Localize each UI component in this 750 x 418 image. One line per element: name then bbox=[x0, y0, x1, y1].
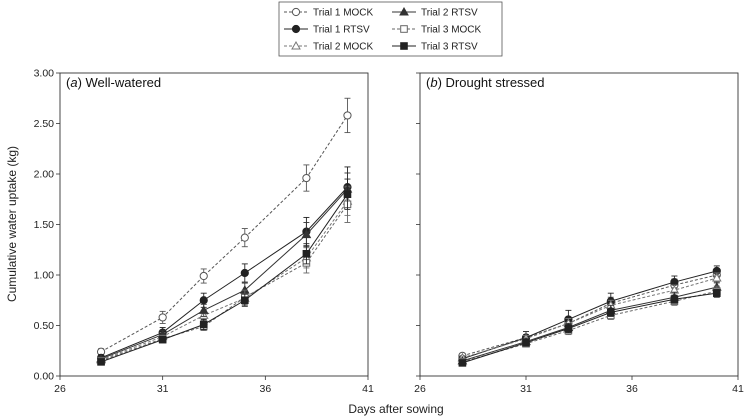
panel-title-text: ) Drought stressed bbox=[438, 75, 545, 90]
series-trial-1-mock bbox=[458, 269, 721, 360]
legend-box bbox=[278, 1, 503, 57]
y-tick-label: 1.00 bbox=[34, 270, 55, 282]
data-point bbox=[240, 268, 249, 278]
x-tick-label: 26 bbox=[54, 383, 66, 395]
legend-entry-trial-1-rtsv: Trial 1 RTSV bbox=[284, 25, 370, 36]
series-line bbox=[100, 186, 348, 359]
data-point bbox=[198, 305, 209, 314]
series-trial-2-mock bbox=[457, 272, 722, 362]
legend-entry-trial-3-rtsv: Trial 3 RTSV bbox=[392, 42, 478, 53]
y-tick-label: 3.00 bbox=[34, 68, 55, 80]
panel-title-letter: b bbox=[430, 75, 437, 90]
y-axis-title: Cumulative water uptake (kg) bbox=[5, 146, 19, 302]
panel-title-prefix: ( bbox=[426, 75, 431, 90]
legend-marker bbox=[400, 25, 408, 33]
plot-frame bbox=[59, 72, 369, 377]
panel-title-letter: a bbox=[70, 75, 77, 90]
data-point bbox=[199, 320, 208, 329]
data-point bbox=[522, 338, 530, 347]
legend-marker bbox=[291, 7, 301, 17]
data-point bbox=[158, 313, 167, 322]
panel-title: (a) Well-watered bbox=[66, 75, 161, 90]
data-point bbox=[240, 233, 249, 242]
legend-label: Trial 2 RTSV bbox=[421, 8, 478, 19]
legend-label: Trial 3 MOCK bbox=[421, 25, 482, 36]
data-point bbox=[458, 359, 467, 367]
legend-label: Trial 1 MOCK bbox=[313, 8, 374, 19]
legend: Trial 1 MOCK Trial 2 RTSV Trial 1 RTSV Tria… bbox=[278, 1, 503, 57]
x-tick-label: 36 bbox=[259, 383, 271, 395]
y-tick-label: 2.50 bbox=[34, 118, 55, 130]
plot-frame bbox=[419, 72, 739, 377]
series-trial-2-rtsv bbox=[96, 172, 353, 363]
panel-a: (a) Well-watered 26 31 36 41 0.00 0.50 1.00 1.50… bbox=[34, 68, 374, 396]
series-line bbox=[462, 277, 717, 359]
data-point bbox=[302, 173, 311, 183]
legend-entry-trial-3-mock: Trial 3 MOCK bbox=[392, 25, 482, 36]
legend-label: Trial 2 MOCK bbox=[313, 42, 374, 53]
series-line bbox=[100, 188, 348, 360]
data-point bbox=[241, 296, 249, 305]
panel-title-text: ) Well-watered bbox=[78, 75, 162, 90]
y-tick-label: 2.00 bbox=[34, 169, 55, 181]
data-point bbox=[158, 335, 167, 344]
x-axis-title: Days after sowing bbox=[348, 402, 443, 416]
data-point bbox=[670, 277, 679, 287]
legend-marker bbox=[291, 24, 301, 34]
data-point bbox=[713, 289, 721, 297]
data-point bbox=[343, 111, 352, 120]
legend-marker bbox=[400, 42, 408, 50]
data-point bbox=[607, 308, 615, 317]
x-tick-label: 41 bbox=[732, 383, 744, 395]
series-line bbox=[462, 292, 717, 364]
data-point bbox=[199, 271, 208, 281]
panel-title-prefix: ( bbox=[66, 75, 71, 90]
x-tick-label: 36 bbox=[626, 383, 638, 395]
series-line bbox=[100, 115, 348, 353]
legend-entry-trial-1-mock: Trial 1 MOCK bbox=[284, 8, 374, 19]
series-line bbox=[462, 270, 717, 360]
x-tick-label: 31 bbox=[520, 383, 532, 395]
x-tick-label: 41 bbox=[362, 383, 374, 395]
series-line bbox=[462, 290, 717, 363]
x-tick-label: 31 bbox=[157, 383, 169, 395]
series-line bbox=[100, 204, 348, 362]
panel-title: (b) Drought stressed bbox=[426, 75, 545, 90]
series-line bbox=[462, 274, 717, 357]
data-point bbox=[711, 273, 722, 282]
series-trial-1-rtsv bbox=[96, 166, 352, 362]
y-tick-label: 1.50 bbox=[34, 219, 55, 231]
data-point bbox=[564, 324, 573, 333]
data-point bbox=[301, 229, 312, 239]
series-line bbox=[100, 200, 348, 361]
y-tick-label: 0.00 bbox=[34, 371, 55, 383]
series-line bbox=[100, 193, 348, 363]
legend-marker bbox=[291, 40, 301, 50]
series-trial-3-rtsv bbox=[458, 288, 721, 367]
data-point bbox=[343, 190, 352, 198]
legend-marker bbox=[399, 6, 409, 16]
series-trial-3-mock bbox=[97, 185, 352, 365]
series-trial-1-rtsv bbox=[458, 265, 721, 363]
series-line bbox=[462, 286, 717, 362]
data-point bbox=[670, 295, 679, 304]
y-tick-label: 0.50 bbox=[34, 320, 55, 332]
series-trial-3-rtsv bbox=[97, 178, 352, 366]
series-trial-2-mock bbox=[96, 186, 353, 364]
data-point bbox=[97, 358, 105, 366]
panel-b: (b) Drought stressed 26 31 36 41 bbox=[414, 72, 744, 395]
legend-entry-trial-2-rtsv: Trial 2 RTSV bbox=[392, 6, 478, 19]
legend-entry-trial-2-mock: Trial 2 MOCK bbox=[284, 40, 374, 53]
data-point bbox=[302, 249, 311, 258]
legend-label: Trial 3 RTSV bbox=[421, 42, 478, 53]
data-point bbox=[199, 296, 208, 305]
x-tick-label: 26 bbox=[414, 383, 426, 395]
legend-label: Trial 1 RTSV bbox=[313, 25, 370, 36]
